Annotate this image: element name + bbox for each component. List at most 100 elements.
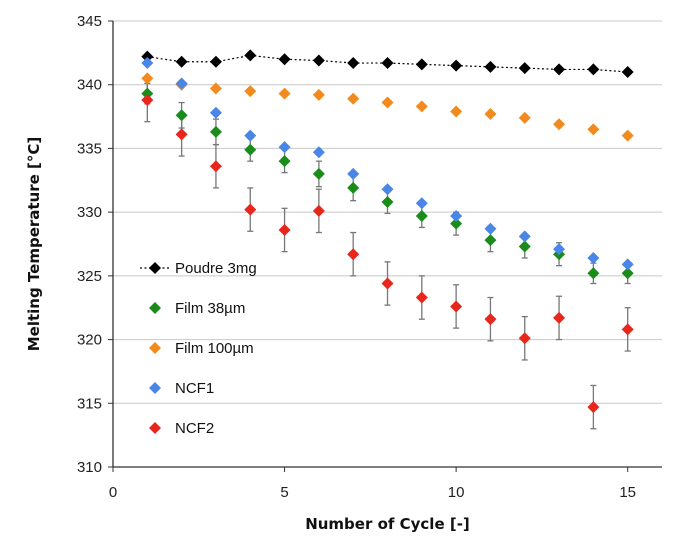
data-point xyxy=(484,222,497,235)
data-point xyxy=(484,234,497,247)
data-point xyxy=(484,313,497,326)
legend-marker xyxy=(149,382,161,394)
data-point xyxy=(141,50,154,63)
legend-marker xyxy=(149,302,161,314)
y-tick-label: 335 xyxy=(77,140,102,157)
legend: Poudre 3mg Film 38µm Film 100µm NCF1 NCF2 xyxy=(140,260,257,437)
data-point xyxy=(175,109,188,122)
data-point xyxy=(450,105,463,118)
data-point xyxy=(553,118,566,131)
data-point xyxy=(244,203,257,216)
legend-label: Poudre 3mg xyxy=(175,260,257,277)
legend-label: NCF1 xyxy=(175,380,214,397)
data-point xyxy=(518,332,531,345)
y-tick-label: 340 xyxy=(77,77,102,94)
legend-label: Film 38µm xyxy=(175,300,245,317)
data-point xyxy=(312,146,325,159)
data-point xyxy=(621,65,634,78)
data-point xyxy=(278,53,291,66)
data-point xyxy=(209,106,222,119)
data-point xyxy=(312,204,325,217)
data-point xyxy=(244,129,257,142)
data-point xyxy=(381,57,394,70)
axes xyxy=(112,21,662,468)
data-point xyxy=(312,54,325,67)
data-point xyxy=(415,58,428,71)
x-tick-label: 10 xyxy=(448,484,465,501)
data-point xyxy=(312,167,325,180)
legend-label: Film 100µm xyxy=(175,340,254,357)
data-point xyxy=(450,209,463,222)
data-point xyxy=(621,258,634,271)
data-point xyxy=(587,267,600,280)
data-point xyxy=(175,128,188,141)
data-point xyxy=(587,123,600,136)
data-point xyxy=(484,60,497,73)
data-point xyxy=(450,59,463,72)
data-point xyxy=(175,55,188,68)
y-tick-label: 345 xyxy=(77,13,102,30)
y-tick-label: 315 xyxy=(77,395,102,412)
y-tick-label: 310 xyxy=(77,459,102,476)
data-point xyxy=(518,240,531,253)
data-point xyxy=(381,277,394,290)
data-point xyxy=(312,88,325,101)
data-point xyxy=(587,401,600,414)
data-point xyxy=(381,183,394,196)
data-point xyxy=(621,129,634,142)
data-point xyxy=(244,85,257,98)
data-point xyxy=(141,72,154,85)
data-point xyxy=(347,57,360,70)
data-point xyxy=(278,223,291,236)
data-point xyxy=(518,230,531,243)
data-point xyxy=(141,57,154,70)
series-lines xyxy=(147,54,628,73)
data-point xyxy=(347,248,360,261)
data-point xyxy=(141,87,154,100)
x-axis-title: Number of Cycle [-] xyxy=(305,515,470,533)
data-point xyxy=(209,160,222,173)
data-point xyxy=(587,252,600,265)
data-point xyxy=(553,63,566,76)
x-tick-label: 5 xyxy=(280,484,288,501)
x-tick-label: 15 xyxy=(619,484,636,501)
data-point xyxy=(141,94,154,107)
data-markers xyxy=(141,49,634,414)
data-point xyxy=(553,311,566,324)
y-tick-label: 330 xyxy=(77,204,102,221)
data-point xyxy=(347,167,360,180)
data-point xyxy=(244,49,257,62)
data-point xyxy=(484,108,497,121)
legend-marker xyxy=(149,422,161,434)
y-axis-ticks: 310 315 320 325 330 335 340 345 xyxy=(77,13,113,476)
data-point xyxy=(381,96,394,109)
legend-label: NCF2 xyxy=(175,420,214,437)
x-axis-ticks: 0 5 10 15 xyxy=(109,467,636,501)
legend-marker xyxy=(149,342,161,354)
data-point xyxy=(518,111,531,124)
y-axis-title: Melting Temperature [°C] xyxy=(25,137,43,352)
series-line xyxy=(147,54,628,73)
data-point xyxy=(415,291,428,304)
data-point xyxy=(621,323,634,336)
data-point xyxy=(209,82,222,95)
data-point xyxy=(415,197,428,210)
data-point xyxy=(381,195,394,208)
data-point xyxy=(518,62,531,75)
y-tick-label: 325 xyxy=(77,268,102,285)
data-point xyxy=(553,243,566,256)
y-tick-label: 320 xyxy=(77,332,102,349)
data-point xyxy=(209,55,222,68)
legend-marker xyxy=(149,262,161,274)
data-point xyxy=(450,300,463,313)
data-point xyxy=(450,217,463,230)
data-point xyxy=(278,155,291,168)
data-point xyxy=(278,141,291,154)
data-point xyxy=(175,77,188,90)
data-point xyxy=(621,267,634,280)
data-point xyxy=(587,63,600,76)
data-point xyxy=(347,92,360,105)
data-point xyxy=(244,143,257,156)
data-point xyxy=(415,100,428,113)
